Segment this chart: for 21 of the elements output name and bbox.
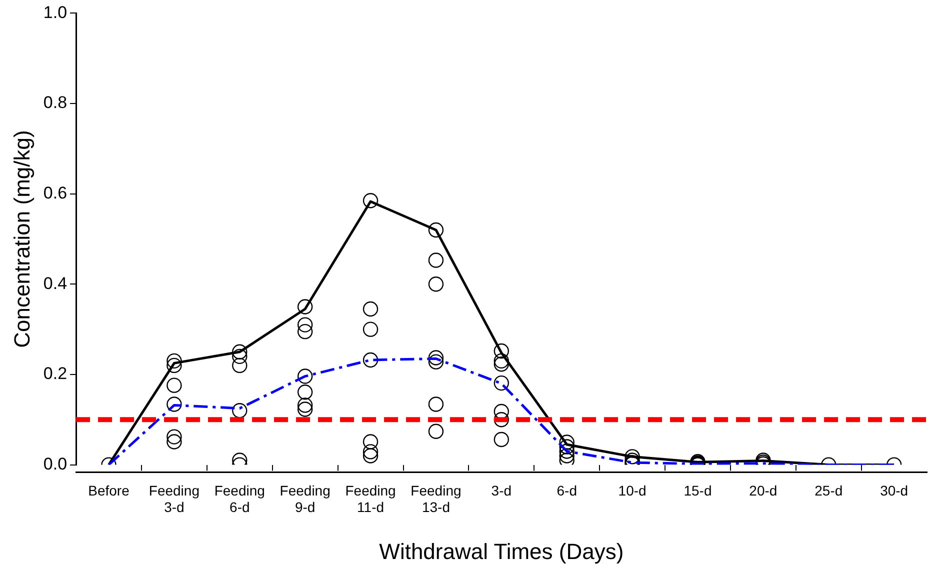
y-tick-label: 1.0 <box>43 2 68 22</box>
x-tick-label: Feeding 6-d <box>214 482 265 516</box>
y-tick-label: 0.0 <box>43 454 68 474</box>
x-tick-label: Before <box>88 482 130 498</box>
x-tick-label: Feeding 3-d <box>148 482 200 516</box>
x-tick-label: 6-d <box>556 482 577 498</box>
y-tick-label: 0.8 <box>43 93 68 112</box>
y-tick-label: 0.2 <box>43 364 68 384</box>
y-axis-title: Concentration (mg/kg) <box>9 130 34 348</box>
x-tick-label: 25-d <box>814 482 843 498</box>
y-tick-label: 0.4 <box>43 274 68 293</box>
x-tick-label: 30-d <box>880 482 908 498</box>
x-tick-label: 15-d <box>684 482 712 498</box>
x-tick-label: Feeding 9-d <box>280 482 330 516</box>
x-axis-title: Withdrawal Times (Days) <box>379 538 624 564</box>
x-tick-label: 3-d <box>491 482 512 498</box>
x-tick-label: 20-d <box>749 482 778 498</box>
x-tick-label: 10-d <box>618 482 646 498</box>
x-tick-label: Feeding 13-d <box>410 482 462 516</box>
y-tick-label: 0.6 <box>43 184 68 203</box>
x-tick-label: Feeding 11-d <box>345 482 396 516</box>
